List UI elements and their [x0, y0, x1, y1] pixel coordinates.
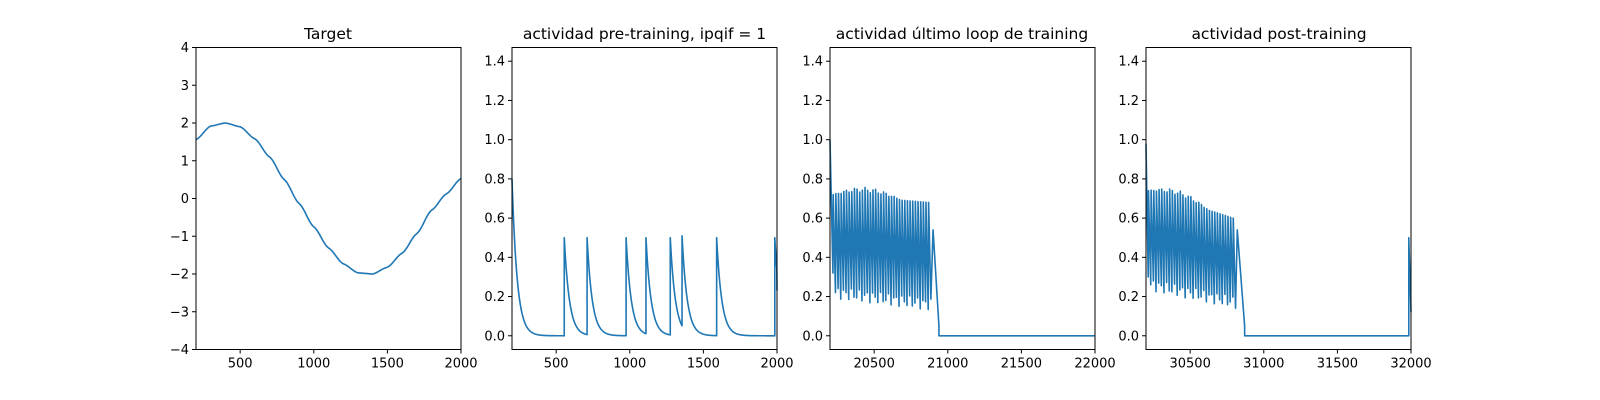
y-ticks: 0.0 0.2 0.4 0.6 0.8 1.0 1.2 1.4 — [484, 55, 512, 344]
y-tick-label: −4 — [170, 343, 189, 358]
x-tick-label: 31500 — [1317, 357, 1358, 372]
x-tick-label: 32000 — [1390, 357, 1431, 372]
plot-frame — [195, 47, 462, 350]
y-tick-label: 0.8 — [484, 172, 505, 187]
subplot-last-training-loop: actividad último loop de training 20500 2… — [802, 25, 1115, 372]
series-line — [195, 122, 462, 275]
y-ticks: 0.0 0.2 0.4 0.6 0.8 1.0 1.2 1.4 — [802, 55, 830, 344]
y-tick-label: 0 — [181, 192, 189, 207]
x-tick-label: 20500 — [853, 357, 894, 372]
x-tick-label: 21500 — [1001, 357, 1042, 372]
y-tick-label: 0.4 — [484, 251, 505, 266]
y-tick-label: 1.0 — [802, 133, 823, 148]
y-tick-label: −2 — [170, 268, 189, 283]
y-tick-label: 0.4 — [1118, 251, 1139, 266]
x-ticks: 500 1000 1500 2000 — [228, 349, 478, 372]
subplot-post-training: actividad post-training 30500 31000 31500 3… — [1118, 25, 1431, 372]
y-tick-label: 1.0 — [484, 133, 505, 148]
y-tick-label: 0.4 — [802, 251, 823, 266]
subplot-target: Target 500 1000 1500 2000 −4 −3 −2 −1 0 1 2 3 4 — [170, 25, 478, 372]
chart-title: actividad post-training — [1191, 25, 1366, 43]
y-tick-label: 0.6 — [484, 212, 505, 227]
y-tick-label: −3 — [170, 305, 189, 320]
x-tick-label: 30500 — [1169, 357, 1210, 372]
y-ticks: −4 −3 −2 −1 0 1 2 3 4 — [170, 41, 196, 358]
y-tick-label: 0.0 — [1118, 329, 1139, 344]
x-ticks: 500 1000 1500 2000 — [544, 349, 794, 372]
x-ticks: 20500 21000 21500 22000 — [853, 349, 1116, 372]
x-tick-label: 31000 — [1243, 357, 1284, 372]
y-tick-label: 2 — [181, 117, 189, 132]
series-line — [511, 178, 778, 337]
y-tick-label: 1.2 — [1118, 94, 1139, 109]
x-tick-label: 22000 — [1074, 357, 1115, 372]
chart-title: actividad pre-training, ipqif = 1 — [523, 25, 766, 43]
y-tick-label: 0.0 — [484, 329, 505, 344]
y-tick-label: 0.8 — [802, 172, 823, 187]
x-tick-label: 1000 — [613, 357, 646, 372]
x-ticks: 30500 31000 31500 32000 — [1169, 349, 1432, 372]
plot-frame — [511, 47, 778, 350]
plot-frame — [829, 47, 1096, 350]
y-tick-label: 0.6 — [1118, 212, 1139, 227]
series-line — [1145, 143, 1412, 337]
x-tick-label: 1500 — [371, 357, 404, 372]
subplot-pre-training: actividad pre-training, ipqif = 1 500 100… — [484, 25, 793, 372]
y-tick-label: 0.8 — [1118, 172, 1139, 187]
x-tick-label: 1000 — [297, 357, 330, 372]
y-tick-label: 1.4 — [484, 55, 505, 70]
y-tick-label: 0.2 — [484, 290, 505, 305]
series-line — [829, 139, 1095, 337]
x-tick-label: 500 — [544, 357, 569, 372]
y-tick-label: 1.0 — [1118, 133, 1139, 148]
x-tick-label: 2000 — [760, 357, 793, 372]
y-tick-label: −1 — [170, 230, 189, 245]
plot-frame — [1145, 47, 1412, 350]
x-tick-label: 21000 — [927, 357, 968, 372]
y-tick-label: 0.6 — [802, 212, 823, 227]
x-tick-label: 2000 — [444, 357, 477, 372]
y-tick-label: 4 — [181, 41, 189, 56]
y-tick-label: 1.4 — [802, 55, 823, 70]
chart-title: actividad último loop de training — [836, 25, 1088, 43]
y-tick-label: 1.2 — [484, 94, 505, 109]
y-tick-label: 3 — [181, 79, 189, 94]
y-ticks: 0.0 0.2 0.4 0.6 0.8 1.0 1.2 1.4 — [1118, 55, 1146, 344]
y-tick-label: 0.2 — [802, 290, 823, 305]
y-tick-label: 0.2 — [1118, 290, 1139, 305]
y-tick-label: 1 — [181, 154, 189, 169]
x-tick-label: 1500 — [687, 357, 720, 372]
x-tick-label: 500 — [228, 357, 253, 372]
chart-title: Target — [303, 25, 352, 43]
y-tick-label: 0.0 — [802, 329, 823, 344]
y-tick-label: 1.2 — [802, 94, 823, 109]
y-tick-label: 1.4 — [1118, 55, 1139, 70]
